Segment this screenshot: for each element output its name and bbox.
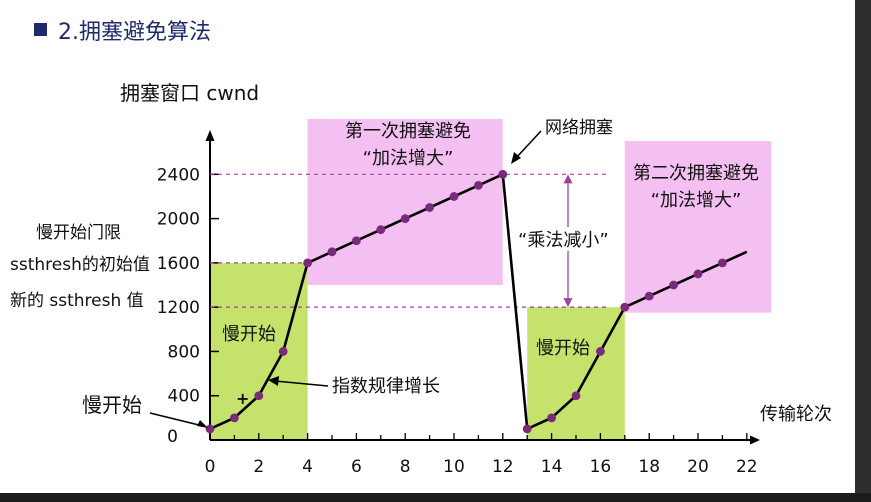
congestion-pointer <box>515 130 542 159</box>
y-tick-label: 1600 <box>157 254 200 274</box>
x-tick-label: 10 <box>443 457 465 477</box>
cwnd-data-point <box>522 424 532 434</box>
cwnd-data-point <box>254 391 264 401</box>
exponential-pointer-arrow-icon <box>268 376 279 386</box>
y-tick-label: 1200 <box>157 298 200 318</box>
slow-start-region-0 <box>210 262 308 440</box>
decrease-arrow-bottom-icon <box>563 298 573 308</box>
x-tick-label: 4 <box>302 457 313 477</box>
congestion-window-chart: 0 2 4 6 8 10 12 14 16 18 20 22 0 400 800 1200 1600 2000 24… <box>10 81 832 477</box>
avoidance-region-label: 第二次拥塞避免 <box>633 163 759 184</box>
x-tick-label: 0 <box>205 457 216 477</box>
x-axis-label: 传输轮次 <box>760 404 832 425</box>
congestion-avoidance-region-3 <box>624 141 772 313</box>
x-tick-label: 12 <box>492 457 514 477</box>
slow-start-region-2 <box>527 307 625 440</box>
decrease-arrow-top-icon <box>563 174 573 184</box>
plus-marker-icon: + <box>236 389 249 408</box>
bottom-dark-bar <box>0 493 871 502</box>
x-tick-label: 18 <box>638 457 660 477</box>
y-tick-label: 2400 <box>157 165 200 185</box>
cwnd-data-point <box>425 203 434 212</box>
x-tick-label: 6 <box>351 457 362 477</box>
y-tick-label: 2000 <box>157 210 200 230</box>
cwnd-data-point <box>498 169 508 179</box>
cwnd-data-point <box>352 236 361 246</box>
y-tick-label: 0 <box>167 427 178 447</box>
slow-start-pointer-arrow-icon <box>197 420 208 428</box>
congestion-avoidance-region-1 <box>307 118 503 286</box>
x-tick-label: 2 <box>253 457 264 477</box>
slow-start-annotation: 慢开始 <box>82 393 142 417</box>
cwnd-data-point <box>449 192 459 201</box>
cwnd-data-point <box>620 302 630 312</box>
ssthresh-initial-label: 慢开始门限 <box>36 222 121 243</box>
cwnd-data-point <box>278 347 288 356</box>
network-congestion-label: 网络拥塞 <box>545 118 613 138</box>
avoidance-region-sublabel: “加法增大” <box>651 190 742 211</box>
y-axis-label: 拥塞窗口 cwnd <box>120 81 259 105</box>
multiplicative-label-bg <box>515 227 621 251</box>
x-tick-label: 16 <box>590 457 612 477</box>
cwnd-data-point <box>644 291 654 301</box>
cwnd-data-point <box>205 424 215 434</box>
cwnd-data-point <box>596 347 605 356</box>
cwnd-data-point <box>547 413 556 423</box>
cwnd-data-point <box>571 391 581 401</box>
x-axis-arrow-icon <box>750 435 760 445</box>
slow-start-pointer <box>149 412 204 427</box>
cwnd-data-point <box>400 214 410 224</box>
cwnd-data-point <box>693 269 703 279</box>
cwnd-data-point <box>474 180 483 190</box>
avoidance-region-label: 第一次拥塞避免 <box>345 121 471 142</box>
y-tick-label: 400 <box>168 387 200 407</box>
slide-title: 2.拥塞避免算法 <box>58 20 211 45</box>
exponential-pointer <box>274 380 329 387</box>
cwnd-data-point <box>303 258 312 268</box>
congestion-pointer-arrow-icon <box>511 152 521 164</box>
cwnd-data-point <box>327 247 337 257</box>
avoidance-region-sublabel: “加法增大” <box>363 148 454 169</box>
x-tick-label: 22 <box>736 457 758 477</box>
x-tick-label: 8 <box>400 457 411 477</box>
cwnd-data-point <box>376 225 386 235</box>
cwnd-data-point <box>230 413 239 423</box>
ssthresh-new-label: 新的 ssthresh 值 <box>10 291 144 311</box>
y-tick-label: 800 <box>168 342 200 362</box>
bullet-square-icon <box>34 23 47 36</box>
multiplicative-decrease-label: “乘法减小” <box>518 230 609 251</box>
cwnd-data-point <box>669 280 678 290</box>
x-tick-label: 20 <box>687 457 709 477</box>
exponential-growth-label: 指数规律增长 <box>332 376 440 397</box>
slow-start-region-label: 慢开始 <box>222 324 276 345</box>
x-tick-label: 14 <box>541 457 563 477</box>
slow-start-region-label: 慢开始 <box>536 338 590 359</box>
y-axis-arrow-icon <box>205 130 215 141</box>
ssthresh-initial-label: ssthresh的初始值 <box>10 255 150 275</box>
right-dark-bar <box>855 0 871 502</box>
cwnd-data-point <box>718 258 727 268</box>
